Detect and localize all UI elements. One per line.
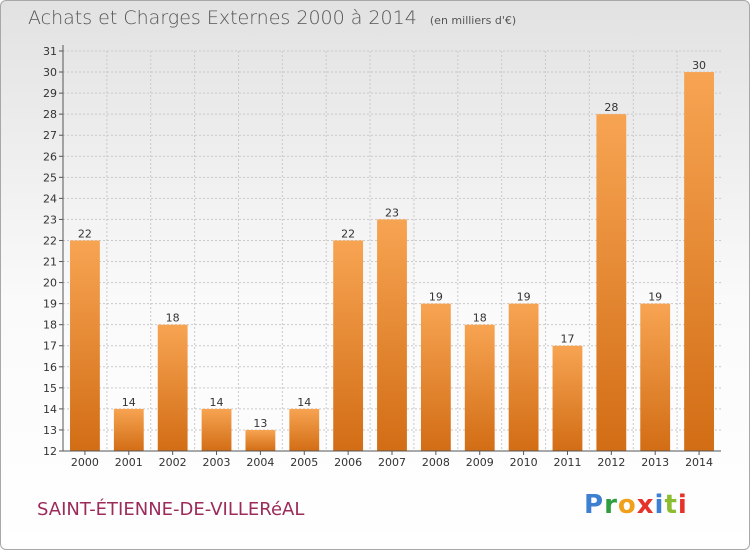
x-tick-label: 2011 <box>553 456 581 469</box>
bar <box>420 303 451 451</box>
labels: 12 13 14 15 16 17 18 19 20 21 22 23 24 25 26 27 28 29 30 31… <box>43 45 713 469</box>
y-tick-label: 22 <box>43 234 57 247</box>
x-tick-label: 2014 <box>685 456 713 469</box>
axes <box>59 45 721 455</box>
y-tick-label: 26 <box>43 150 57 163</box>
y-tick-label: 16 <box>43 361 57 374</box>
bar <box>377 219 407 451</box>
bar <box>201 408 232 451</box>
data-label: 22 <box>341 227 355 240</box>
x-tick-label: 2000 <box>71 456 99 469</box>
title-row: Achats et Charges Externes 2000 à 2014 (… <box>28 7 516 29</box>
logo-letter: P <box>584 490 605 520</box>
chart-unit: (en milliers d'€) <box>429 14 517 27</box>
bars <box>70 72 714 451</box>
bar <box>245 429 276 451</box>
bar <box>464 324 495 451</box>
x-tick-label: 2003 <box>203 456 231 469</box>
data-label: 23 <box>385 206 399 219</box>
y-tick-label: 25 <box>43 171 57 184</box>
data-label: 28 <box>604 101 618 114</box>
y-tick-label: 28 <box>43 108 57 121</box>
logo-letter: o <box>617 490 637 520</box>
bar <box>157 324 188 451</box>
data-label: 18 <box>166 312 180 325</box>
x-tick-label: 2002 <box>159 456 187 469</box>
logo-letter: i <box>654 490 665 520</box>
y-tick-label: 24 <box>43 192 57 205</box>
x-tick-label: 2013 <box>641 456 669 469</box>
y-tick-label: 19 <box>43 298 57 311</box>
chart-title: Achats et Charges Externes 2000 à 2014 <box>28 7 417 29</box>
y-tick-label: 15 <box>43 382 57 395</box>
data-label: 19 <box>648 291 662 304</box>
x-tick-label: 2001 <box>115 456 143 469</box>
logo-letter: i <box>677 490 688 520</box>
y-tick-label: 21 <box>43 256 57 269</box>
data-label: 14 <box>297 396 311 409</box>
y-tick-label: 31 <box>43 45 57 58</box>
y-tick-label: 18 <box>43 319 57 332</box>
y-tick-label: 13 <box>43 424 57 437</box>
data-label: 19 <box>429 291 443 304</box>
data-label: 14 <box>210 396 224 409</box>
bar <box>508 303 539 451</box>
y-tick-label: 27 <box>43 129 57 142</box>
data-label: 13 <box>253 417 267 430</box>
x-tick-label: 2007 <box>378 456 406 469</box>
data-label: 22 <box>78 227 92 240</box>
data-label: 19 <box>517 291 531 304</box>
y-tick-label: 20 <box>43 277 57 290</box>
y-tick-label: 14 <box>43 403 57 416</box>
proxiti-logo[interactable]: Proxiti <box>584 490 688 520</box>
logo-letter: r <box>604 490 618 520</box>
y-tick-label: 30 <box>43 66 57 79</box>
data-label: 17 <box>560 333 574 346</box>
data-label: 30 <box>692 59 706 72</box>
commune-name: SAINT-ÉTIENNE-DE-VILLERéAL <box>37 499 305 520</box>
data-label: 14 <box>122 396 136 409</box>
x-tick-label: 2006 <box>334 456 362 469</box>
x-tick-label: 2012 <box>597 456 625 469</box>
y-tick-label: 12 <box>43 445 57 458</box>
y-tick-label: 17 <box>43 340 57 353</box>
bar <box>70 240 100 451</box>
x-tick-label: 2008 <box>422 456 450 469</box>
logo-letter: t <box>664 490 678 520</box>
bar <box>113 408 144 451</box>
bar <box>684 72 714 451</box>
y-tick-label: 29 <box>43 87 57 100</box>
x-tick-label: 2009 <box>466 456 494 469</box>
bar <box>596 114 627 451</box>
x-tick-label: 2004 <box>246 456 274 469</box>
bar <box>289 408 320 451</box>
y-tick-label: 23 <box>43 213 57 226</box>
bar <box>640 303 671 451</box>
bar <box>552 345 583 451</box>
x-tick-label: 2005 <box>290 456 318 469</box>
data-label: 18 <box>473 312 487 325</box>
x-tick-label: 2010 <box>510 456 538 469</box>
logo-letter: x <box>636 490 655 520</box>
bar <box>333 240 364 451</box>
